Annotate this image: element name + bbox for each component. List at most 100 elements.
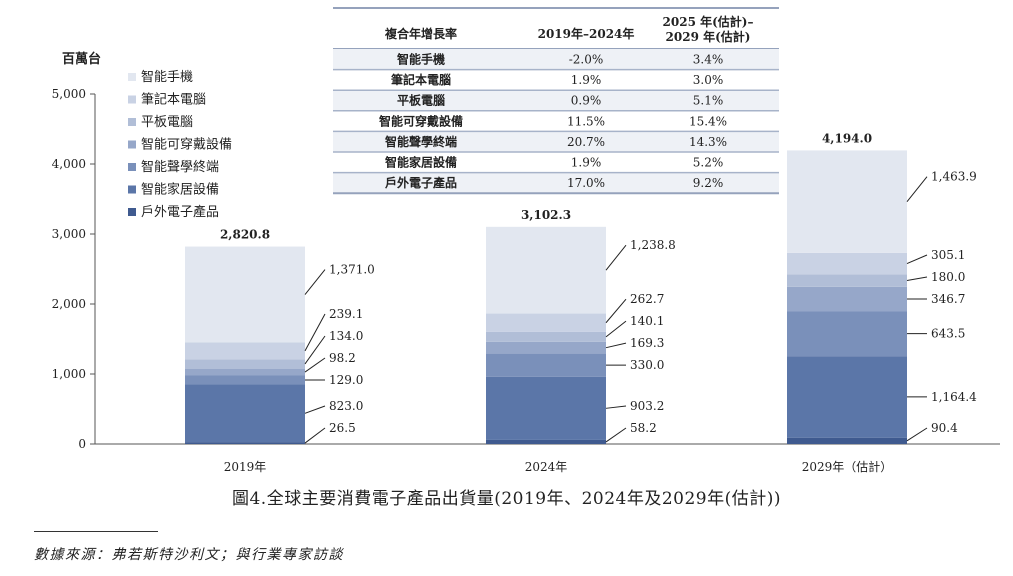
cagr-cell: 3.0% [693, 73, 724, 87]
legend-label: 戶外電子產品 [141, 204, 219, 220]
cagr-cell: 智能可穿戴設備 [378, 113, 463, 128]
bar-segment [787, 437, 907, 444]
source-divider [34, 531, 158, 532]
bar-segment [787, 252, 907, 275]
bar-total-label: 3,102.3 [521, 208, 571, 222]
bar-segment [787, 286, 907, 312]
segment-value-label: 98.2 [329, 351, 356, 365]
leader-line [304, 335, 326, 365]
cagr-header: 2019年–2024年 [538, 26, 635, 41]
legend-label: 智能可穿戴設備 [141, 137, 232, 153]
bar-segment [185, 384, 305, 443]
leader-line [304, 313, 326, 352]
legend-swatch [128, 163, 136, 171]
leader-line [304, 427, 326, 444]
legend-swatch [128, 73, 136, 81]
segment-value-label: 129.0 [329, 373, 363, 387]
cagr-header-band [333, 8, 779, 49]
segment-value-label: 90.4 [931, 421, 958, 435]
bar-segment [185, 375, 305, 385]
cagr-cell: 1.9% [571, 156, 602, 170]
y-tick-label: 5,000 [52, 87, 86, 101]
cagr-cell: 筆記本電腦 [391, 72, 451, 87]
leader-line [304, 405, 326, 414]
bar-total-label: 2,820.8 [220, 228, 270, 242]
cagr-row [333, 172, 779, 194]
legend-swatch [128, 185, 136, 194]
cagr-cell: 3.4% [693, 53, 724, 67]
source-note: 數據來源：弗若斯特沙利文；與行業專家訪談 [34, 547, 344, 563]
leader-line [605, 427, 627, 443]
leader-line [605, 342, 627, 349]
y-tick-label: 4,000 [52, 157, 86, 171]
bar-segment [486, 439, 606, 444]
leader-line [304, 357, 326, 373]
cagr-cell: 0.9% [571, 94, 602, 108]
x-tick-label: 2029年（估計） [802, 459, 893, 474]
x-tick-label: 2019年 [224, 460, 267, 474]
bar-segment [185, 442, 305, 444]
bar-segment [185, 368, 305, 376]
legend-label: 智能聲學終端 [141, 159, 219, 175]
cagr-row [333, 131, 779, 152]
y-tick-label: 3,000 [52, 227, 86, 241]
segment-value-label: 239.1 [329, 307, 363, 321]
cagr-cell: 17.0% [567, 176, 605, 190]
cagr-header: 2025 年(估計)– 2029 年(估計) [663, 14, 754, 44]
cagr-cell: 智能聲學終端 [384, 134, 457, 149]
y-tick-label: 0 [78, 437, 86, 451]
segment-value-label: 1,463.9 [931, 170, 977, 184]
cagr-row [333, 152, 779, 173]
bar-segment [787, 150, 907, 253]
cagr-cell: 智能家居設備 [384, 155, 457, 170]
bar-segment [486, 313, 606, 332]
cagr-cell: 戶外電子產品 [385, 175, 457, 190]
leader-line [906, 427, 928, 442]
leader-line [605, 405, 627, 409]
segment-value-label: 643.5 [931, 327, 965, 341]
cagr-cell: 11.5% [567, 114, 605, 128]
cagr-cell: 平板電腦 [397, 93, 445, 108]
segment-value-label: 1,371.0 [329, 263, 375, 277]
cagr-header-line: 2025 年(估計)– [663, 14, 754, 29]
segment-value-label: 1,164.4 [931, 390, 977, 404]
leader-line [605, 320, 627, 338]
cagr-cell: 14.3% [689, 135, 727, 149]
segment-value-label: 262.7 [630, 292, 664, 306]
cagr-cell: 20.7% [567, 135, 605, 149]
cagr-cell: -2.0% [569, 53, 604, 67]
segment-value-label: 140.1 [630, 314, 664, 328]
bar-segment [486, 331, 606, 342]
cagr-cell: 9.2% [693, 176, 724, 190]
leader-line [906, 276, 928, 282]
legend-swatch [128, 118, 136, 126]
y-tick-label: 2,000 [52, 297, 86, 311]
segment-value-label: 330.0 [630, 358, 664, 372]
bar-segment [787, 311, 907, 357]
segment-value-label: 58.2 [630, 421, 657, 435]
cagr-header: 複合年增長率 [384, 26, 457, 41]
y-axis-label: 百萬台 [62, 51, 101, 67]
bar-total-label: 4,194.0 [822, 131, 872, 145]
cagr-cell: 5.2% [693, 156, 724, 170]
legend-label: 筆記本電腦 [141, 92, 206, 108]
segment-value-label: 823.0 [329, 399, 363, 413]
leader-line [906, 176, 928, 202]
segment-value-label: 169.3 [630, 336, 664, 350]
bar-segment [486, 226, 606, 314]
legend-swatch [128, 140, 136, 149]
legend-label: 智能家居設備 [141, 182, 219, 198]
bar-segment [787, 274, 907, 287]
bar-segment [486, 341, 606, 354]
y-tick-label: 1,000 [52, 367, 86, 381]
bar-segment [486, 376, 606, 440]
cagr-cell: 1.9% [571, 73, 602, 87]
cagr-row [333, 110, 779, 132]
cagr-header-line: 2029 年(估計) [666, 29, 751, 44]
legend-label: 智能手機 [141, 70, 193, 85]
segment-value-label: 903.2 [630, 399, 664, 413]
bar-segment [185, 342, 305, 360]
segment-value-label: 26.5 [329, 421, 356, 435]
segment-value-label: 346.7 [931, 292, 965, 306]
